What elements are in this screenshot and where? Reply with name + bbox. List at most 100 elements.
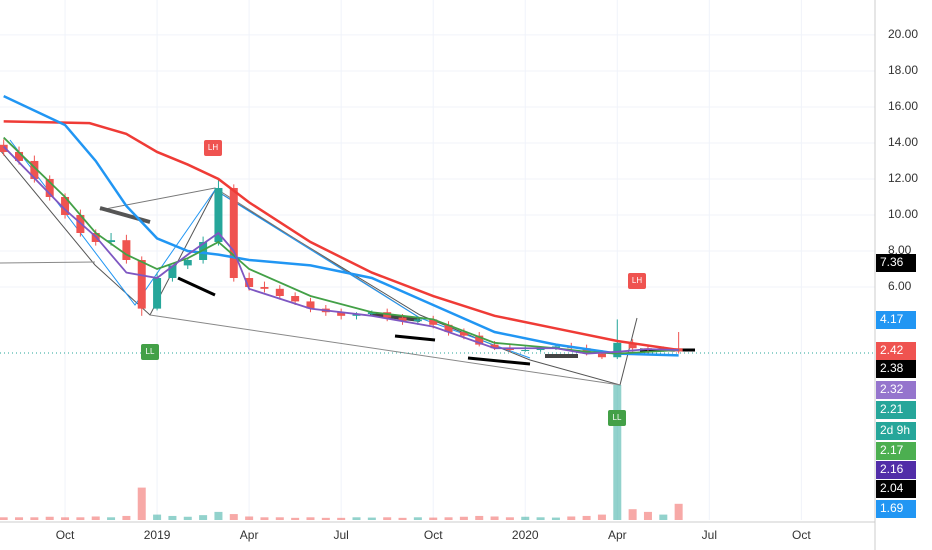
badge-text: 2.16	[880, 462, 904, 476]
price-badge: 2.21	[876, 401, 916, 419]
trend-line	[0, 261, 96, 264]
level-line	[467, 356, 531, 366]
moving-average	[3, 145, 679, 355]
candle-body	[153, 278, 162, 309]
level-line	[177, 276, 216, 297]
badge-box	[876, 311, 916, 329]
volume-bar	[45, 516, 54, 520]
x-tick-label: Jul	[333, 528, 348, 542]
volume-bar	[245, 516, 254, 520]
candle-body	[45, 178, 54, 197]
candle-body	[459, 332, 468, 336]
candle-body	[275, 288, 284, 297]
y-tick-label: 10.00	[888, 207, 918, 221]
candle-body	[214, 187, 223, 242]
volume-bar	[30, 517, 39, 520]
candle-body	[521, 350, 530, 352]
badge-text: 2.17	[880, 443, 904, 457]
volume-bar	[413, 517, 422, 520]
x-tick-label: Oct	[56, 528, 75, 542]
annotation: LH	[628, 273, 646, 289]
candle-body	[628, 342, 637, 349]
volume-bar	[306, 517, 315, 520]
badge-box	[876, 442, 916, 460]
annotation-box	[608, 410, 626, 426]
annotation-text: LL	[613, 413, 622, 422]
badge-box	[876, 254, 916, 272]
badge-box	[876, 360, 916, 378]
annotation: LL	[141, 344, 159, 360]
level-line	[99, 206, 151, 224]
badge-text: 2.21	[880, 402, 904, 416]
volume-bar	[137, 487, 146, 520]
y-tick-label: 14.00	[888, 135, 918, 149]
volume-bar	[429, 517, 438, 520]
badge-box	[876, 342, 916, 360]
volume-bar	[674, 503, 683, 520]
volume-bar	[444, 517, 453, 520]
candle-body	[260, 287, 269, 289]
volume-bar	[643, 511, 652, 520]
x-tick-label: Oct	[792, 528, 811, 542]
candle-body	[444, 324, 453, 333]
candle-body	[61, 196, 70, 215]
candle-body	[107, 240, 116, 242]
volume-bar	[229, 514, 238, 520]
annotation: LL	[608, 410, 626, 426]
annotation-text: LL	[146, 347, 155, 356]
volume-bar	[291, 517, 300, 520]
volume-bar	[337, 517, 346, 520]
price-badge: 2.38	[876, 360, 916, 378]
candle-body	[229, 187, 238, 279]
volume-bar	[398, 517, 407, 520]
trend-line	[149, 314, 621, 386]
volume-bar	[613, 385, 622, 520]
candle-body	[597, 353, 606, 358]
candle-body	[306, 301, 315, 309]
volume-bar	[551, 517, 560, 520]
badge-text: 2.42	[880, 343, 904, 357]
candle-body	[475, 335, 484, 345]
y-tick-label: 20.00	[888, 27, 918, 41]
candle-body	[30, 160, 39, 179]
candle-body	[337, 312, 346, 316]
candle-body	[398, 317, 407, 322]
volume-bar	[91, 516, 100, 520]
badge-box	[876, 422, 916, 440]
volume-bar	[628, 509, 637, 520]
badge-text: 2d 9h	[880, 423, 910, 437]
volume-bar	[76, 517, 85, 520]
volume-bar	[490, 516, 499, 520]
y-tick-label: 6.00	[888, 279, 912, 293]
price-badge: 2d 9h	[876, 422, 916, 440]
x-tick-label: Apr	[240, 528, 259, 542]
x-tick-label: Oct	[424, 528, 443, 542]
x-tick-label: 2019	[144, 528, 171, 542]
volume-bar	[367, 517, 376, 520]
candle-body	[0, 144, 8, 152]
volume-bar	[505, 517, 514, 520]
annotation: LH	[204, 140, 222, 156]
plot: LH LL LH LL	[0, 95, 683, 520]
badge-box	[876, 401, 916, 419]
candle-body	[536, 348, 545, 351]
badge-text: 2.32	[880, 382, 904, 396]
annotation-box	[141, 344, 159, 360]
candle-body	[137, 260, 146, 309]
price-badge: 2.16	[876, 461, 916, 479]
volume-bar	[107, 517, 116, 520]
level-line	[369, 312, 421, 322]
volume-bar	[459, 516, 468, 520]
volume-bar	[352, 517, 361, 520]
volume-bar	[536, 517, 545, 520]
candle-body	[291, 296, 300, 302]
candle-body	[490, 344, 499, 349]
moving-average	[3, 95, 679, 357]
candle-body	[413, 319, 422, 322]
price-badge: 2.17	[876, 442, 916, 460]
volume-bar	[521, 516, 530, 520]
x-tick-label: Jul	[702, 528, 717, 542]
price-badge: 2.32	[876, 381, 916, 399]
volume-bar	[153, 514, 162, 520]
